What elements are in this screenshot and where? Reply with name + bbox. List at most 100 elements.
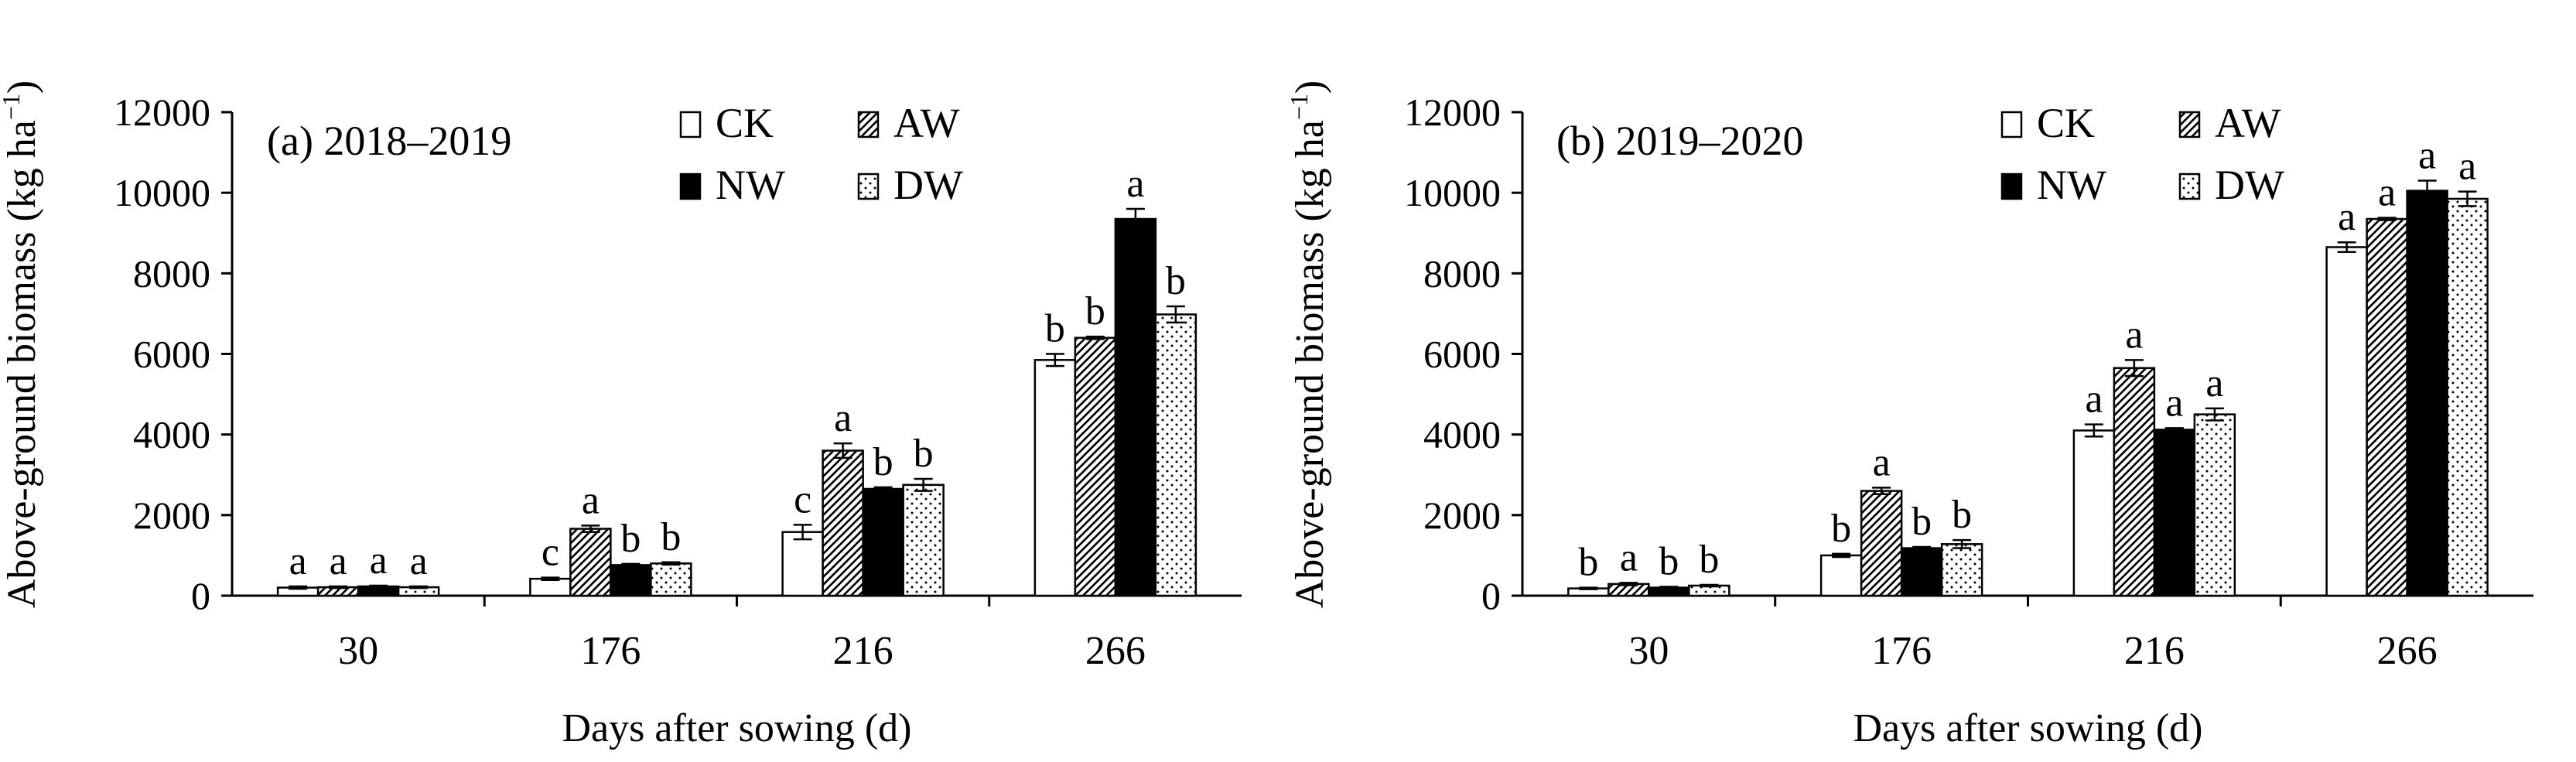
legend-swatch-aw: [2178, 111, 2201, 138]
y-tick-label: 2000: [1423, 494, 1501, 537]
significance-letter: b: [914, 432, 934, 476]
bar-dw: [2193, 413, 2236, 597]
y-tick-label: 4000: [1423, 413, 1501, 456]
significance-letter: b: [1085, 289, 1105, 333]
bar-aw: [2113, 367, 2156, 597]
bar-ck: [1033, 359, 1077, 597]
y-tick-label: 12000: [1404, 91, 1501, 134]
y-tick-label: 8000: [133, 251, 210, 295]
x-tick-label: 266: [2377, 629, 2438, 673]
significance-letter: b: [661, 515, 681, 559]
bar-ck: [781, 531, 824, 597]
significance-letter: b: [1912, 500, 1932, 544]
significance-letter: b: [1166, 259, 1186, 303]
significance-letter: a: [2205, 361, 2223, 405]
significance-letter: a: [2458, 145, 2476, 189]
legend-label-aw: AW: [893, 100, 960, 146]
x-tick-label: 30: [338, 629, 378, 673]
significance-letter: c: [542, 531, 559, 575]
x-axis-label: Days after sowing (d): [1853, 706, 2203, 750]
legend-swatch-aw: [857, 111, 880, 138]
bar-aw: [1860, 490, 1903, 597]
bar-aw: [822, 449, 864, 597]
bar-aw: [569, 528, 612, 597]
significance-letter: b: [1578, 541, 1598, 585]
y-tick-label: 10000: [1404, 171, 1501, 214]
legend-label-aw: AW: [2215, 100, 2281, 146]
significance-letter: b: [1659, 540, 1679, 584]
bar-dw: [2446, 197, 2489, 597]
y-axis-label-close: ): [0, 80, 44, 94]
y-axis-label: Above-ground biomass (kg ha−1): [0, 80, 44, 608]
significance-letter: b: [1952, 493, 1972, 537]
bar-dw: [1154, 313, 1197, 597]
bar-nw: [1114, 217, 1157, 597]
significance-letter: a: [582, 478, 600, 522]
x-tick-label: 216: [833, 629, 893, 673]
y-axis-label-text: Above-ground biomass (kg ha: [0, 120, 44, 608]
bar-nw: [1900, 547, 1943, 597]
chart-panel-b: 0 2000 4000 6000 8000 10000 12000 Above-ground …: [1285, 80, 2533, 750]
legend-label-nw: NW: [716, 162, 785, 208]
bar-ck: [2325, 246, 2368, 597]
significance-letter: a: [1873, 440, 1891, 484]
bar-ck: [1819, 554, 1863, 597]
x-tick-label: 30: [1628, 629, 1669, 673]
significance-letter: b: [1699, 538, 1719, 582]
legend-swatch-ck: [2000, 111, 2023, 138]
significance-letter: b: [873, 440, 893, 484]
significance-letter: a: [2085, 378, 2103, 422]
legend-label-nw: NW: [2037, 162, 2106, 208]
y-tick-label: 0: [191, 574, 210, 617]
x-tick-label: 176: [580, 629, 641, 673]
y-axis-label-superscript: −1: [0, 94, 25, 120]
significance-letter: a: [2165, 381, 2183, 425]
significance-letter: a: [1620, 535, 1638, 579]
y-tick-label: 8000: [1423, 251, 1501, 295]
significance-letter: a: [2418, 134, 2436, 178]
significance-letter: a: [2378, 170, 2396, 214]
bar-nw: [2406, 190, 2448, 597]
significance-letter: a: [370, 538, 388, 583]
y-tick-label: 10000: [114, 171, 210, 214]
significance-letter: a: [2338, 195, 2356, 239]
bar-nw: [2153, 429, 2196, 597]
y-tick-label: 6000: [133, 333, 210, 376]
significance-letter: a: [289, 539, 307, 583]
bar-ck: [529, 577, 572, 597]
x-tick-label: 266: [1085, 629, 1146, 673]
significance-letter: b: [1831, 507, 1851, 551]
significance-letter: a: [1126, 162, 1144, 206]
bar-aw: [1074, 337, 1117, 597]
x-tick-label: 176: [1871, 629, 1932, 673]
legend-label-ck: CK: [2037, 100, 2095, 146]
legend-swatch-ck: [679, 111, 702, 138]
legend-label-ck: CK: [716, 100, 774, 146]
significance-letter: b: [620, 517, 641, 561]
y-axis-label-close: ): [1288, 80, 1332, 94]
bar-dw: [650, 562, 692, 597]
y-axis-label-text: Above-ground biomass (kg ha: [1288, 120, 1332, 608]
legend-swatch-dw: [2178, 173, 2201, 200]
significance-letter: c: [794, 477, 811, 521]
bar-dw: [1940, 543, 1983, 597]
chart-panel-a: 0 2000 4000 6000 8000 10000 12000 Above-ground …: [0, 80, 1242, 750]
panel-label: (a) 2018–2019: [267, 118, 511, 164]
y-tick-label: 4000: [133, 413, 210, 456]
legend-swatch-nw: [679, 173, 702, 200]
significance-letter: a: [330, 539, 347, 583]
significance-letter: a: [2125, 313, 2143, 357]
y-tick-label: 12000: [114, 91, 210, 134]
y-axis-label: Above-ground biomass (kg ha−1): [1285, 80, 1332, 608]
bar-nw: [862, 487, 904, 597]
legend-label-dw: DW: [893, 162, 963, 208]
y-axis-label-superscript: −1: [1285, 94, 1313, 120]
bar-dw: [902, 484, 945, 597]
bar-aw: [2366, 217, 2408, 597]
x-tick-label: 216: [2124, 629, 2185, 673]
legend-label-dw: DW: [2215, 162, 2284, 208]
y-tick-label: 0: [1481, 574, 1501, 617]
y-tick-label: 6000: [1423, 333, 1501, 376]
legend-swatch-dw: [857, 173, 880, 200]
